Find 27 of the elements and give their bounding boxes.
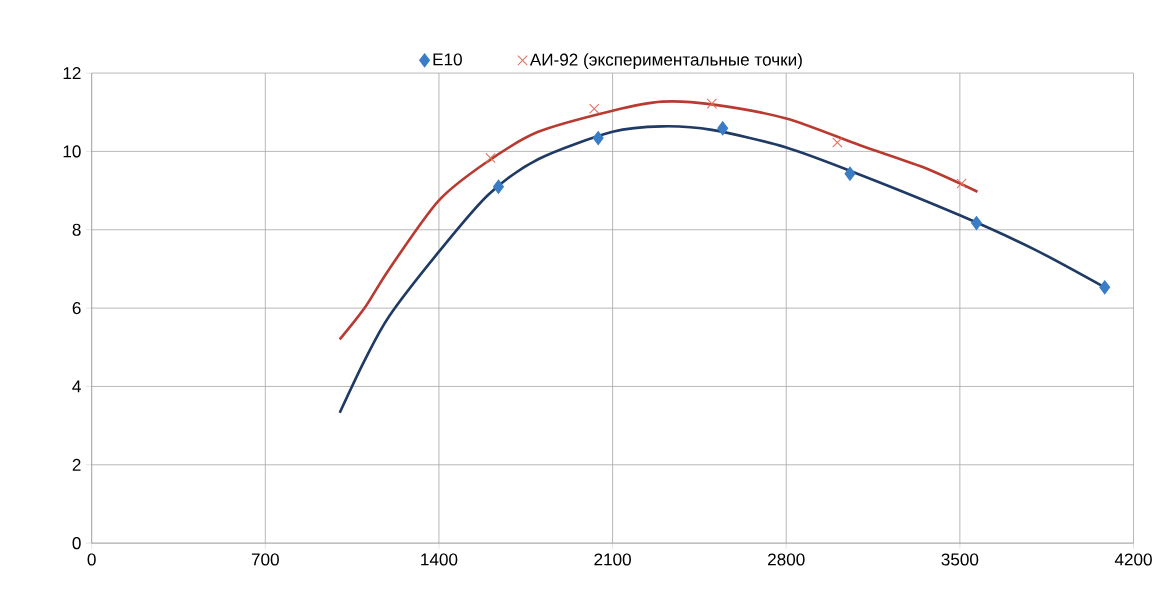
x-tick-label: 4200: [1114, 553, 1152, 566]
x-tick-label: 2100: [594, 553, 631, 566]
y-tick-label: 10: [63, 145, 81, 158]
point: [592, 130, 604, 146]
y-tick-label: 0: [72, 536, 81, 549]
point: [717, 120, 729, 136]
y-tick-label: 8: [72, 223, 81, 236]
point: [1099, 280, 1111, 295]
y-tick-label: 6: [72, 301, 81, 314]
point: [485, 152, 496, 164]
point: [589, 103, 600, 114]
y-tick-label: 2: [72, 458, 81, 471]
line-series: [338, 99, 979, 341]
x-tick-label: 0: [87, 553, 96, 566]
point: [956, 178, 967, 189]
point: [832, 137, 843, 148]
x-tick-label: 2800: [768, 553, 805, 566]
x-tick-label: 700: [251, 553, 279, 566]
legend-label: АИ-92 (экспериментальные точки): [529, 52, 802, 69]
x-tick-label: 1400: [421, 553, 458, 566]
y-tick-label: 12: [63, 66, 81, 79]
point: [493, 179, 504, 194]
x-tick-label: 3500: [941, 553, 979, 566]
legend-label: E10: [433, 53, 462, 66]
point: [844, 166, 856, 181]
point: [706, 98, 717, 109]
y-tick-label: 4: [72, 380, 81, 393]
